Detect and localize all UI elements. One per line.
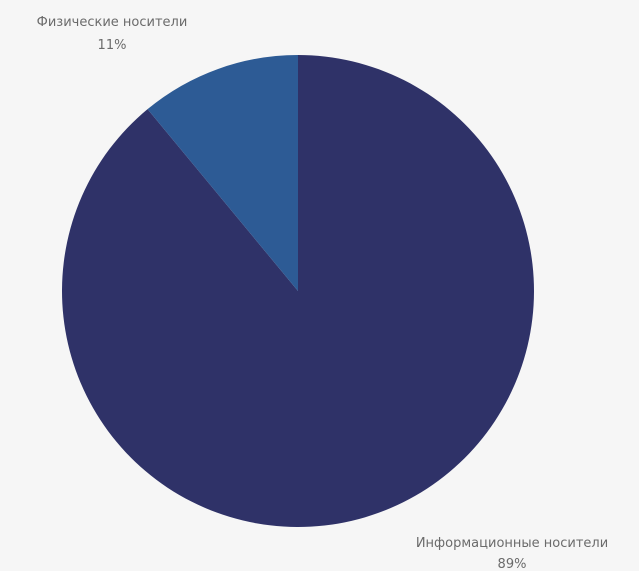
- slice-value-information-media: 89%: [498, 557, 527, 571]
- slice-label-information-media: Информационные носители: [416, 536, 608, 551]
- pie-slices: [62, 55, 534, 527]
- pie-slice-1: [147, 55, 298, 291]
- slice-label-physical-media: Физические носители: [37, 15, 188, 30]
- slice-value-physical-media: 11%: [98, 38, 127, 53]
